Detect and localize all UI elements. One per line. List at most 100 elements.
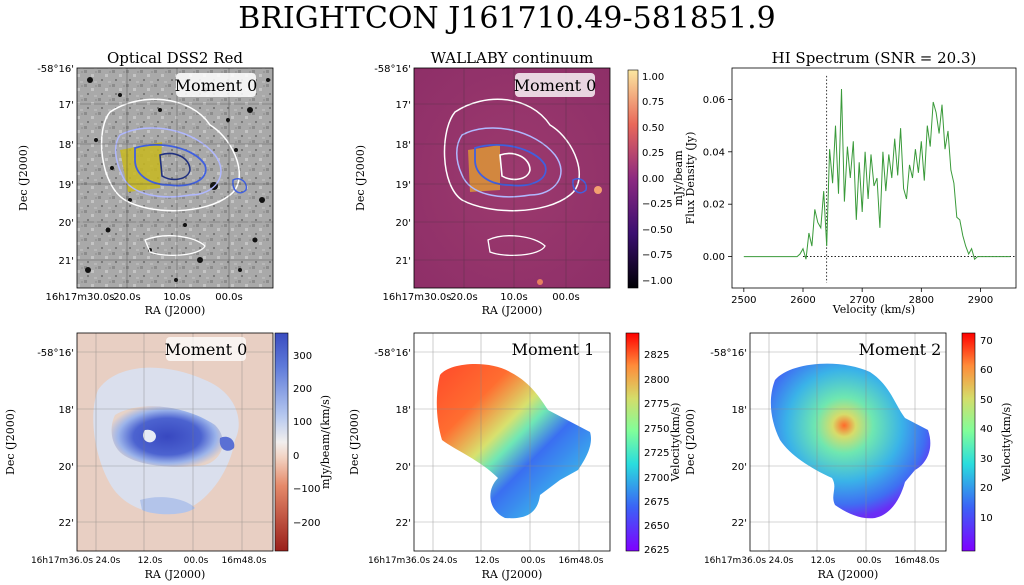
cbar-tick: 200	[293, 384, 312, 395]
cbar-tick: 70	[980, 336, 993, 347]
continuum-xtick: 10.0s	[500, 292, 527, 303]
continuum-frame	[413, 67, 611, 289]
cbar-tick: −100	[293, 484, 320, 495]
panel-optical: Optical DSS2 Red	[17, 49, 274, 317]
optical-xticks: 16h17m30.0s 20.0s 10.0s 00.0s	[45, 292, 242, 303]
moment2-ylabel: Dec (J2000)	[684, 409, 697, 475]
spectrum-series-line	[743, 88, 1011, 261]
spectrum-xtick-label: 2700	[849, 295, 874, 306]
continuum-image	[414, 68, 610, 288]
cbar-tick: 100	[293, 417, 312, 428]
cbar-tick: 50	[980, 395, 993, 406]
panel-moment0: Moment 0 -58°16' 18' 20' 22' 16h17m36.0s…	[4, 332, 332, 581]
moment2-ytick: 22'	[732, 518, 747, 529]
cbar-tick: −0.75	[642, 250, 673, 261]
cbar-tick: 0.75	[642, 97, 664, 108]
optical-ytick: 21'	[59, 256, 74, 267]
moment1-image	[414, 333, 610, 551]
continuum-ytick: 19'	[396, 180, 411, 191]
moment1-colorbar-label: Velocity(km/s)	[669, 403, 682, 483]
continuum-grid	[414, 68, 610, 288]
moment1-xtick: 24.0s	[433, 556, 458, 566]
cbar-tick: 0.25	[642, 148, 664, 159]
moment2-ytick: 18'	[732, 405, 747, 416]
continuum-yticks: -58°16' 17' 18' 19' 20' 21'	[374, 64, 411, 267]
moment1-yticks: -58°16' 18' 20' 22'	[374, 348, 411, 529]
moment0-xtick: 12.0s	[138, 556, 163, 566]
optical-grid	[77, 68, 273, 288]
moment2-xtick: 16m48.0s	[895, 556, 940, 566]
continuum-colorbar-ticks: 1.00 0.75 0.50 0.25 0.00 −0.25 −0.50 −0.…	[642, 72, 673, 287]
panel-moment1: Moment 1 -58°16' 18' 20' 22' 16h17m36.0s…	[348, 332, 682, 581]
continuum-ytick: 20'	[396, 218, 411, 229]
optical-ytick: 19'	[59, 180, 74, 191]
moment1-xtick: 16m48.0s	[559, 556, 604, 566]
cbar-tick: 1.00	[642, 72, 664, 83]
cbar-tick: 2800	[644, 375, 669, 386]
continuum-badge-box	[515, 73, 595, 97]
moment1-badge: Moment 1	[512, 340, 595, 359]
spectrum-xticks: 2500 2600 2700 2800 2900	[731, 288, 993, 306]
moment2-badge: Moment 2	[859, 340, 942, 359]
continuum-ytick: -58°16'	[374, 64, 411, 75]
moment2-ytick: -58°16'	[710, 348, 747, 359]
spectrum-ytick-label: 0.02	[703, 200, 725, 211]
optical-badge: Moment 0	[175, 76, 258, 95]
cbar-tick: 0	[293, 451, 299, 462]
moment0-frame	[76, 332, 274, 552]
optical-ytick: 18'	[59, 140, 74, 151]
optical-xtick: 16h17m30.0s	[45, 292, 114, 303]
moment2-colorbar	[961, 332, 976, 552]
cbar-tick: 60	[980, 365, 993, 376]
optical-frame	[76, 67, 274, 289]
cbar-tick: 10	[980, 513, 993, 524]
moment0-xtick: 00.0s	[184, 556, 209, 566]
moment0-ytick: 20'	[59, 462, 74, 473]
moment0-colorbar-label: mJy/beam/(km/s)	[319, 395, 332, 489]
continuum-colorbar	[627, 69, 639, 289]
spectrum-title: HI Spectrum (SNR = 20.3)	[772, 49, 977, 67]
spectrum-xtick-label: 2600	[790, 295, 815, 306]
continuum-ytick: 18'	[396, 140, 411, 151]
moment0-colorbar-ticks: 300 200 100 0 −100 −200	[293, 351, 320, 529]
continuum-xtick: 16h17m30.0s	[382, 292, 451, 303]
continuum-xticks: 16h17m30.0s 20.0s 10.0s 00.0s	[382, 292, 579, 303]
moment2-xlabel: RA (J2000)	[818, 568, 879, 581]
moment0-xtick: 16h17m36.0s	[31, 556, 93, 566]
moment1-xtick: 12.0s	[475, 556, 500, 566]
cbar-tick: 2650	[644, 521, 669, 532]
spectrum-xtick-label: 2500	[731, 295, 756, 306]
moment0-badge-box	[166, 337, 246, 361]
cbar-tick: 0.50	[642, 123, 664, 134]
optical-badge-box	[176, 73, 256, 97]
panel-continuum-title: WALLABY continuum	[431, 49, 594, 67]
moment1-ytick: 18'	[396, 405, 411, 416]
optical-xlabel: RA (J2000)	[145, 304, 206, 317]
spectrum-ytick-label: 0.04	[703, 147, 725, 158]
moment1-xtick: 16h17m36.0s	[368, 556, 430, 566]
moment1-ytick: -58°16'	[374, 348, 411, 359]
moment0-image	[77, 333, 273, 551]
moment2-xticks: 16h17m36.0s 24.0s 12.0s 00.0s 16m48.0s	[704, 556, 940, 566]
spectrum-xlabel: Velocity (km/s)	[832, 303, 915, 316]
optical-ylabel: Dec (J2000)	[17, 145, 30, 211]
panel-spectrum: HI Spectrum (SNR = 20.3) 2500 2600 2700 280…	[684, 49, 1017, 316]
continuum-colorbar-label: mJy/beam	[672, 150, 685, 206]
cbar-tick: 2750	[644, 424, 669, 435]
continuum-ytick: 21'	[396, 256, 411, 267]
continuum-badge: Moment 0	[514, 76, 597, 95]
spectrum-xtick-label: 2800	[909, 295, 934, 306]
moment0-grid	[77, 333, 273, 551]
optical-yticks: -58°16' 17' 18' 19' 20' 21'	[37, 64, 74, 267]
cbar-tick: −0.25	[642, 199, 673, 210]
cbar-tick: 40	[980, 424, 993, 435]
cbar-tick: 2775	[644, 399, 669, 410]
optical-ytick: -58°16'	[37, 64, 74, 75]
panel-optical-title: Optical DSS2 Red	[107, 49, 243, 67]
moment0-ytick: -58°16'	[37, 348, 74, 359]
moment1-frame	[413, 332, 611, 552]
moment0-ylabel: Dec (J2000)	[4, 409, 17, 475]
moment1-colorbar	[625, 332, 640, 552]
moment0-colorbar	[274, 332, 289, 552]
moment1-grid	[414, 333, 610, 551]
